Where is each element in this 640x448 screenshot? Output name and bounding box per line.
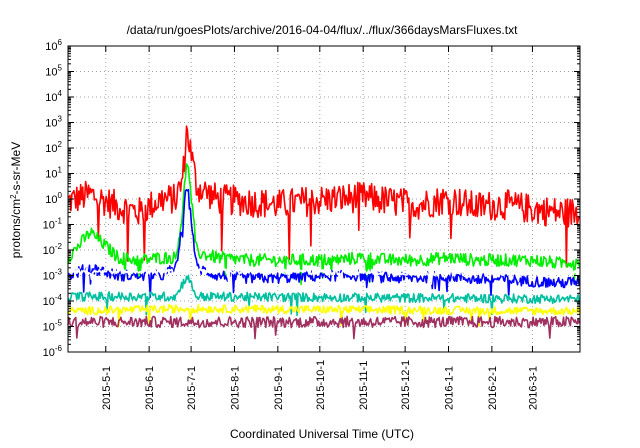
y-tick-label: 10-1 <box>43 217 63 232</box>
y-axis-label-sup: 2 <box>9 194 18 199</box>
y-tick-exponent: -5 <box>55 319 63 328</box>
y-tick-mantissa: 10 <box>43 220 55 232</box>
y-tick-mantissa: 10 <box>43 245 55 257</box>
series-line <box>67 163 580 286</box>
x-tick-label: 2015-9-1 <box>273 366 285 410</box>
y-tick-exponent: 0 <box>58 191 63 200</box>
y-tick-label: 104 <box>45 89 62 104</box>
y-tick-mantissa: 10 <box>43 322 55 334</box>
y-tick-exponent: -6 <box>55 344 63 353</box>
x-tick-label: 2015-10-1 <box>315 360 327 410</box>
x-axis-label: Coordinated Universal Time (UTC) <box>230 427 414 441</box>
y-tick-exponent: -2 <box>55 242 63 251</box>
y-tick-exponent: -4 <box>55 293 63 302</box>
y-tick-exponent: -1 <box>55 217 63 226</box>
y-tick-mantissa: 10 <box>45 92 57 104</box>
x-tick-label: 2016-3-1 <box>527 366 539 410</box>
x-tick-label: 2015-11-1 <box>358 361 370 410</box>
y-axis-label-suffix: -s-sr-MeV <box>9 142 23 195</box>
x-tick-label: 2015-7-1 <box>186 366 198 410</box>
y-tick-label: 101 <box>45 166 62 181</box>
series-line <box>67 315 580 340</box>
y-tick-label: 10-5 <box>43 319 63 334</box>
y-tick-label: 10-3 <box>43 268 63 283</box>
y-tick-exponent: 2 <box>58 140 63 149</box>
series-line <box>67 125 580 268</box>
y-tick-label: 102 <box>45 140 62 155</box>
series-line <box>67 188 580 298</box>
x-tick-label: 2016-2-1 <box>487 366 499 410</box>
chart-title: /data/run/goesPlots/archive/2016-04-04/f… <box>127 23 519 37</box>
y-axis-label-prefix: protons/cm <box>9 199 23 258</box>
y-tick-exponent: 6 <box>58 38 63 47</box>
y-tick-exponent: 3 <box>58 115 63 124</box>
x-tick-label: 2015-5-1 <box>101 366 113 410</box>
y-tick-mantissa: 10 <box>43 296 55 308</box>
y-tick-exponent: 5 <box>58 64 63 73</box>
y-tick-mantissa: 10 <box>45 169 57 181</box>
series-line <box>67 274 580 317</box>
y-tick-mantissa: 10 <box>45 118 57 130</box>
x-tick-labels: 2015-5-1 2015-6-1 2015-7-1 2015-8-1 2015-9-1… <box>101 360 540 410</box>
y-tick-exponent: -3 <box>55 268 63 277</box>
tick-marks <box>68 45 580 353</box>
y-tick-exponent: 1 <box>58 166 63 175</box>
series-line <box>67 304 580 327</box>
x-tick-label: 2016-1-1 <box>444 366 456 410</box>
x-tick-label: 2015-12-1 <box>400 360 412 410</box>
y-tick-mantissa: 10 <box>45 143 57 155</box>
y-axis-label: protons/cm2-s-sr-MeV <box>9 142 24 258</box>
y-tick-label: 100 <box>45 191 62 206</box>
x-tick-label: 2015-6-1 <box>144 366 156 410</box>
y-tick-mantissa: 10 <box>45 67 57 79</box>
y-tick-mantissa: 10 <box>45 194 57 206</box>
y-tick-exponent: 4 <box>58 89 63 98</box>
y-tick-mantissa: 10 <box>45 41 57 53</box>
series-line <box>67 233 580 285</box>
y-tick-label: 10-4 <box>43 293 63 308</box>
y-tick-label: 103 <box>45 115 62 130</box>
x-tick-label: 2015-8-1 <box>229 366 241 410</box>
y-tick-label: 106 <box>45 38 62 53</box>
y-tick-labels: 10610510410310210110010-110-210-310-410-… <box>43 38 63 359</box>
y-tick-mantissa: 10 <box>43 347 55 359</box>
y-tick-label: 10-6 <box>43 344 63 359</box>
y-tick-mantissa: 10 <box>43 271 55 283</box>
y-tick-label: 10-2 <box>43 242 63 257</box>
y-tick-label: 105 <box>45 64 62 79</box>
series-group <box>67 125 580 340</box>
